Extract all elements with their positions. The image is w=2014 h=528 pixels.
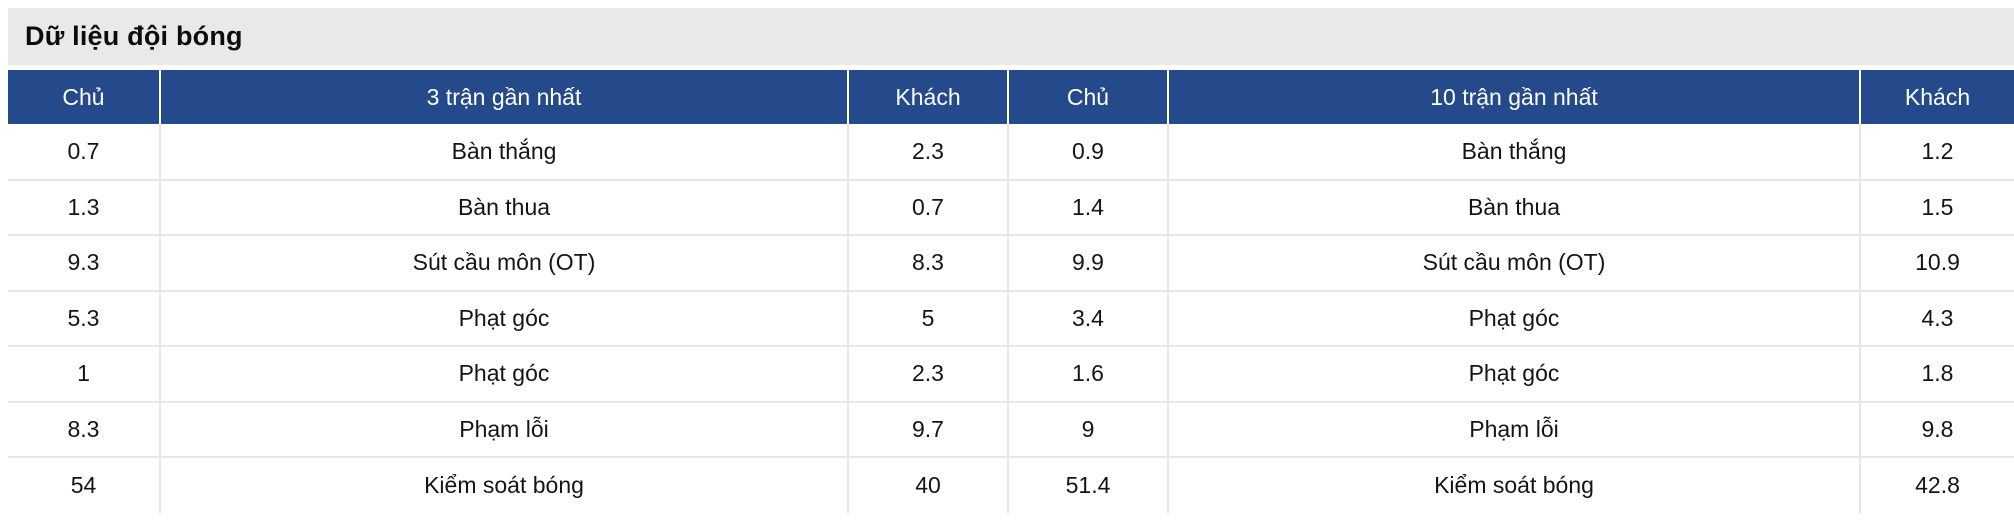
stat-value-cell: 5 bbox=[848, 290, 1009, 347]
stat-value-cell: 1.3 bbox=[8, 179, 161, 236]
section-title: Dữ liệu đội bóng bbox=[25, 21, 243, 51]
stat-value-cell: 1.2 bbox=[1860, 124, 2014, 181]
stat-value-cell: 2.3 bbox=[848, 124, 1009, 181]
table-row-possession: 54 Kiểm soát bóng 40 51.4 Kiểm soát bóng… bbox=[8, 457, 2014, 513]
header-cell-home-10: Chủ bbox=[1008, 70, 1169, 124]
stat-value-cell: 2.3 bbox=[848, 346, 1009, 403]
stat-value-cell: 51.4 bbox=[1008, 457, 1169, 513]
stat-label-cell: Bàn thắng bbox=[160, 124, 849, 181]
section-title-bar: Dữ liệu đội bóng bbox=[8, 8, 2014, 65]
stat-value-cell: 42.8 bbox=[1860, 457, 2014, 513]
stat-value-cell: 4.3 bbox=[1860, 290, 2014, 347]
stat-value-cell: 0.9 bbox=[1008, 124, 1169, 181]
table-header: Chủ 3 trận gần nhất Khách Chủ 10 trận gầ… bbox=[8, 70, 2014, 124]
header-cell-home-3: Chủ bbox=[8, 70, 161, 124]
team-stats-table: Chủ 3 trận gần nhất Khách Chủ 10 trận gầ… bbox=[8, 70, 2014, 513]
stat-label-cell: Bàn thua bbox=[1168, 179, 1861, 236]
stat-value-cell: 5.3 bbox=[8, 290, 161, 347]
table-row-goals: 0.7 Bàn thắng 2.3 0.9 Bàn thắng 1.2 bbox=[8, 124, 2014, 181]
stat-label-cell: Sút cầu môn (OT) bbox=[1168, 235, 1861, 292]
stat-label-cell: Phạt góc bbox=[160, 290, 849, 347]
stat-value-cell: 9.9 bbox=[1008, 235, 1169, 292]
stat-value-cell: 9 bbox=[1008, 401, 1169, 458]
stat-label-cell: Kiểm soát bóng bbox=[160, 457, 849, 513]
stat-value-cell: 0.7 bbox=[848, 179, 1009, 236]
stat-label-cell: Sút cầu môn (OT) bbox=[160, 235, 849, 292]
stat-value-cell: 9.3 bbox=[8, 235, 161, 292]
stat-value-cell: 8.3 bbox=[8, 401, 161, 458]
stat-value-cell: 8.3 bbox=[848, 235, 1009, 292]
stat-label-cell: Phạt góc bbox=[1168, 346, 1861, 403]
table-body: 0.7 Bàn thắng 2.3 0.9 Bàn thắng 1.2 1.3 … bbox=[8, 124, 2014, 513]
header-cell-last-3-matches: 3 trận gần nhất bbox=[160, 70, 849, 124]
stat-value-cell: 9.7 bbox=[848, 401, 1009, 458]
table-row-fouls: 8.3 Phạm lỗi 9.7 9 Phạm lỗi 9.8 bbox=[8, 401, 2014, 458]
header-row: Chủ 3 trận gần nhất Khách Chủ 10 trận gầ… bbox=[8, 70, 2014, 124]
stat-label-cell: Phạt góc bbox=[1168, 290, 1861, 347]
stat-value-cell: 0.7 bbox=[8, 124, 161, 181]
stat-value-cell: 10.9 bbox=[1860, 235, 2014, 292]
stat-label-cell: Phạt góc bbox=[160, 346, 849, 403]
stat-label-cell: Phạm lỗi bbox=[1168, 401, 1861, 458]
stat-label-cell: Bàn thua bbox=[160, 179, 849, 236]
stat-value-cell: 1.8 bbox=[1860, 346, 2014, 403]
stat-value-cell: 40 bbox=[848, 457, 1009, 513]
table-row-goals-conceded: 1.3 Bàn thua 0.7 1.4 Bàn thua 1.5 bbox=[8, 179, 2014, 236]
stat-label-cell: Bàn thắng bbox=[1168, 124, 1861, 181]
stat-value-cell: 1.5 bbox=[1860, 179, 2014, 236]
team-data-panel: Dữ liệu đội bóng Chủ 3 trận gần nhất Khá… bbox=[8, 8, 2014, 513]
stat-value-cell: 1.6 bbox=[1008, 346, 1169, 403]
header-cell-away-3: Khách bbox=[848, 70, 1009, 124]
table-row-corners-2: 1 Phạt góc 2.3 1.6 Phạt góc 1.8 bbox=[8, 346, 2014, 403]
stat-value-cell: 9.8 bbox=[1860, 401, 2014, 458]
stat-value-cell: 3.4 bbox=[1008, 290, 1169, 347]
table-row-shots-on-target: 9.3 Sút cầu môn (OT) 8.3 9.9 Sút cầu môn… bbox=[8, 235, 2014, 292]
stat-value-cell: 54 bbox=[8, 457, 161, 513]
header-cell-away-10: Khách bbox=[1860, 70, 2014, 124]
stat-label-cell: Phạm lỗi bbox=[160, 401, 849, 458]
header-cell-last-10-matches: 10 trận gần nhất bbox=[1168, 70, 1861, 124]
table-row-corners: 5.3 Phạt góc 5 3.4 Phạt góc 4.3 bbox=[8, 290, 2014, 347]
stat-value-cell: 1.4 bbox=[1008, 179, 1169, 236]
stat-value-cell: 1 bbox=[8, 346, 161, 403]
stat-label-cell: Kiểm soát bóng bbox=[1168, 457, 1861, 513]
